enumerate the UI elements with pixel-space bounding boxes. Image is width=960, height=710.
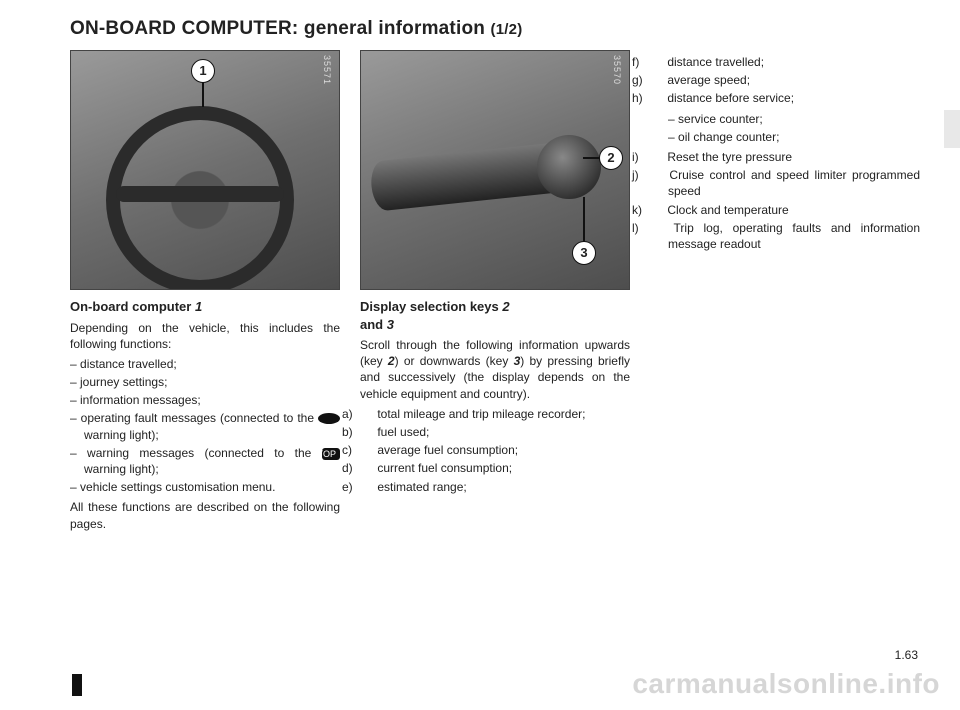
- keys-para: Scroll through the following information…: [360, 337, 630, 402]
- heading-text: and: [360, 317, 383, 332]
- list-item: warning messages (connected to the STOP …: [70, 445, 340, 477]
- list-item: operating fault messages (connected to t…: [70, 410, 340, 442]
- obc-intro: Depending on the vehicle, this includes …: [70, 320, 340, 352]
- list-item: h) distance before service;: [650, 90, 920, 106]
- obc-function-list: distance travelled; journey settings; info…: [70, 356, 340, 496]
- section-tab: [944, 110, 960, 148]
- title-main: ON-BOARD COMPUTER: general information: [70, 18, 485, 39]
- list-item: vehicle settings customisation menu.: [70, 479, 340, 495]
- section-heading-keys: Display selection keys 2 and 3: [360, 298, 630, 333]
- manual-page: ON-BOARD COMPUTER: general information (…: [0, 0, 960, 710]
- list-item: f) distance travelled;: [650, 54, 920, 70]
- list-item: k) Clock and temperature: [650, 202, 920, 218]
- obc-outro: All these functions are described on the…: [70, 499, 340, 531]
- title-part: (1/2): [491, 21, 523, 38]
- sub-list: service counter; oil change counter;: [668, 111, 920, 145]
- callout-leader: [583, 197, 585, 243]
- list-item: c) average fuel consumption;: [360, 442, 630, 458]
- list-item: oil change counter;: [668, 129, 920, 145]
- callout-2: 2: [599, 146, 623, 170]
- figure-steering-wheel: 35571 1: [70, 50, 340, 290]
- callout-2-label: 2: [607, 149, 614, 167]
- callout-3: 3: [572, 241, 596, 265]
- figure-stalk: 35570 2 3: [360, 50, 630, 290]
- list-item: i) Reset the tyre pressure: [650, 149, 920, 165]
- figure2-code: 35570: [611, 55, 623, 85]
- heading-text: Display selection keys: [360, 299, 499, 314]
- list-item: distance travelled;: [70, 356, 340, 372]
- section-heading-obc: On-board computer 1: [70, 298, 340, 316]
- list-item: information messages;: [70, 392, 340, 408]
- column-1: 35571 1 On-board computer 1 Depending on…: [70, 50, 340, 536]
- callout-leader: [583, 157, 599, 159]
- list-item: service counter;: [668, 111, 920, 127]
- callout-3-label: 3: [580, 244, 587, 262]
- figure1-code: 35571: [321, 55, 333, 85]
- heading-ref: 3: [387, 317, 394, 332]
- list-item: d) current fuel consumption;: [360, 460, 630, 476]
- stop-warning-icon: STOP: [322, 448, 340, 460]
- stalk-tip-graphic: [537, 135, 601, 199]
- callout-1: 1: [191, 59, 215, 83]
- heading-text: On-board computer: [70, 299, 191, 314]
- page-number: 1.63: [895, 648, 918, 662]
- list-item: b) fuel used;: [360, 424, 630, 440]
- content-columns: 35571 1 On-board computer 1 Depending on…: [70, 50, 920, 536]
- list-item: a) total mileage and trip mileage record…: [360, 406, 630, 422]
- heading-ref: 2: [502, 299, 509, 314]
- list-item: e) estimated range;: [360, 479, 630, 495]
- callout-leader: [202, 81, 204, 107]
- display-list-f-l: f) distance travelled; g) average speed; h…: [650, 54, 920, 252]
- steering-wheel-graphic: [106, 106, 294, 290]
- callout-1-label: 1: [199, 62, 206, 80]
- list-item: g) average speed;: [650, 72, 920, 88]
- heading-ref: 1: [195, 299, 202, 314]
- warning-light-icon: [318, 413, 340, 424]
- list-item: journey settings;: [70, 374, 340, 390]
- page-title: ON-BOARD COMPUTER: general information (…: [70, 18, 920, 40]
- column-2: 35570 2 3 Display selection keys 2 and 3…: [360, 50, 630, 536]
- watermark: carmanualsonline.info: [632, 668, 940, 700]
- footer-marker: [72, 674, 82, 696]
- column-3: f) distance travelled; g) average speed; h…: [650, 50, 920, 536]
- list-item: l) Trip log, operating faults and inform…: [650, 220, 920, 252]
- display-list-a-e: a) total mileage and trip mileage record…: [360, 406, 630, 495]
- list-item: j) Cruise control and speed limiter prog…: [650, 167, 920, 199]
